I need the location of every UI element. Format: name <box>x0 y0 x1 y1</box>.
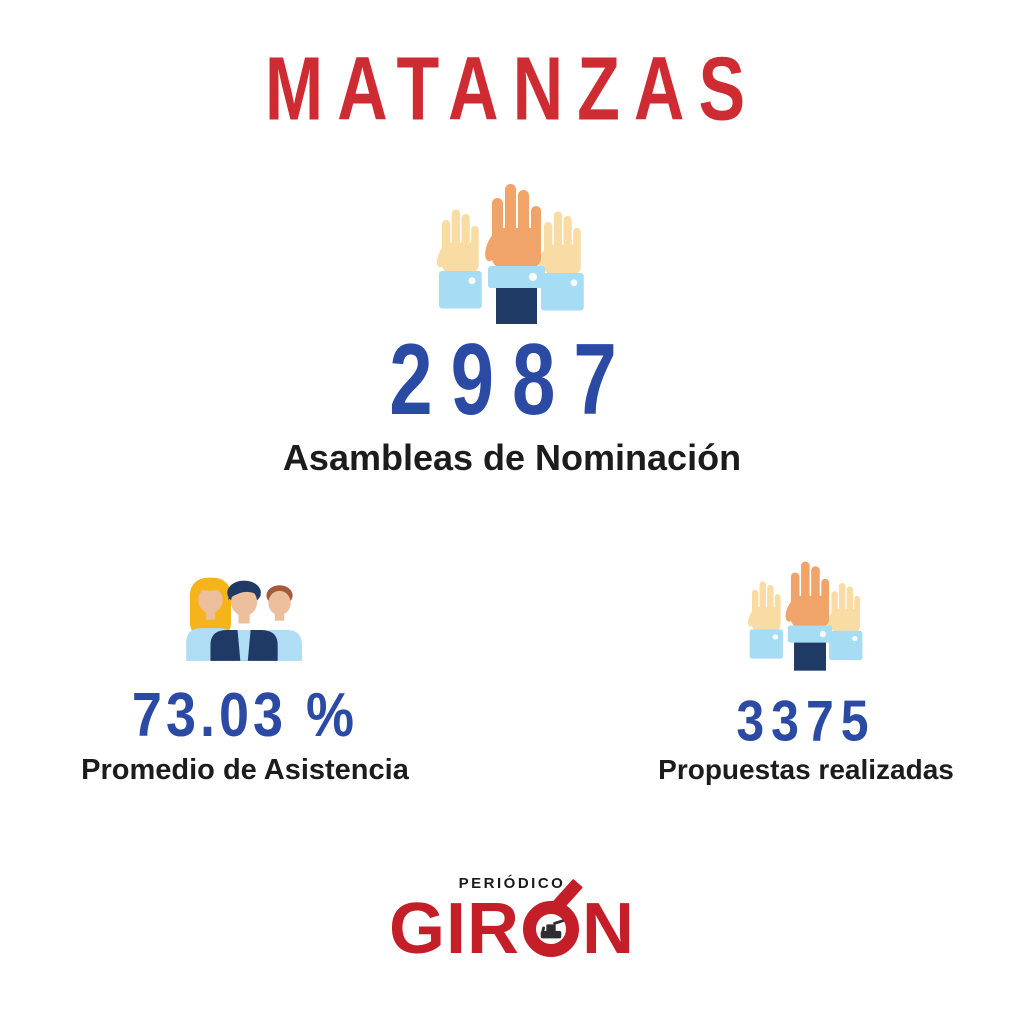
attendance-label: Promedio de Asistencia <box>81 754 409 786</box>
main-stat-value: 2987 <box>389 321 635 436</box>
stat-attendance: 73.03 % Promedio de Asistencia <box>45 572 445 787</box>
raised-hands-icon <box>748 560 865 678</box>
stat-proposals: 3375 Propuestas realizadas <box>606 560 1006 786</box>
people-group-icon <box>175 572 315 666</box>
people-group-graphic <box>186 577 302 661</box>
logo-name-right: N <box>582 889 635 969</box>
periodico-giron-logo: PERIÓDICO GIR N <box>0 876 1024 965</box>
logo-name: GIR N <box>0 878 1024 969</box>
proposals-value: 3375 <box>736 688 876 753</box>
tank-monument-icon <box>540 919 565 939</box>
logo-name-left: GIR <box>388 889 520 969</box>
raised-hands-icon <box>437 182 587 332</box>
man-center-figure <box>210 580 278 661</box>
main-stat-label: Asambleas de Nominación <box>282 437 742 478</box>
attendance-value: 73.03 % <box>131 680 359 750</box>
giron-o-emblem <box>523 878 583 957</box>
logo-kicker: PERIÓDICO <box>458 875 566 892</box>
raised-hands-graphic <box>437 182 587 327</box>
proposals-label: Propuestas realizadas <box>658 754 954 785</box>
raised-hands-graphic <box>748 560 865 673</box>
page-title: MATANZAS <box>264 38 760 139</box>
